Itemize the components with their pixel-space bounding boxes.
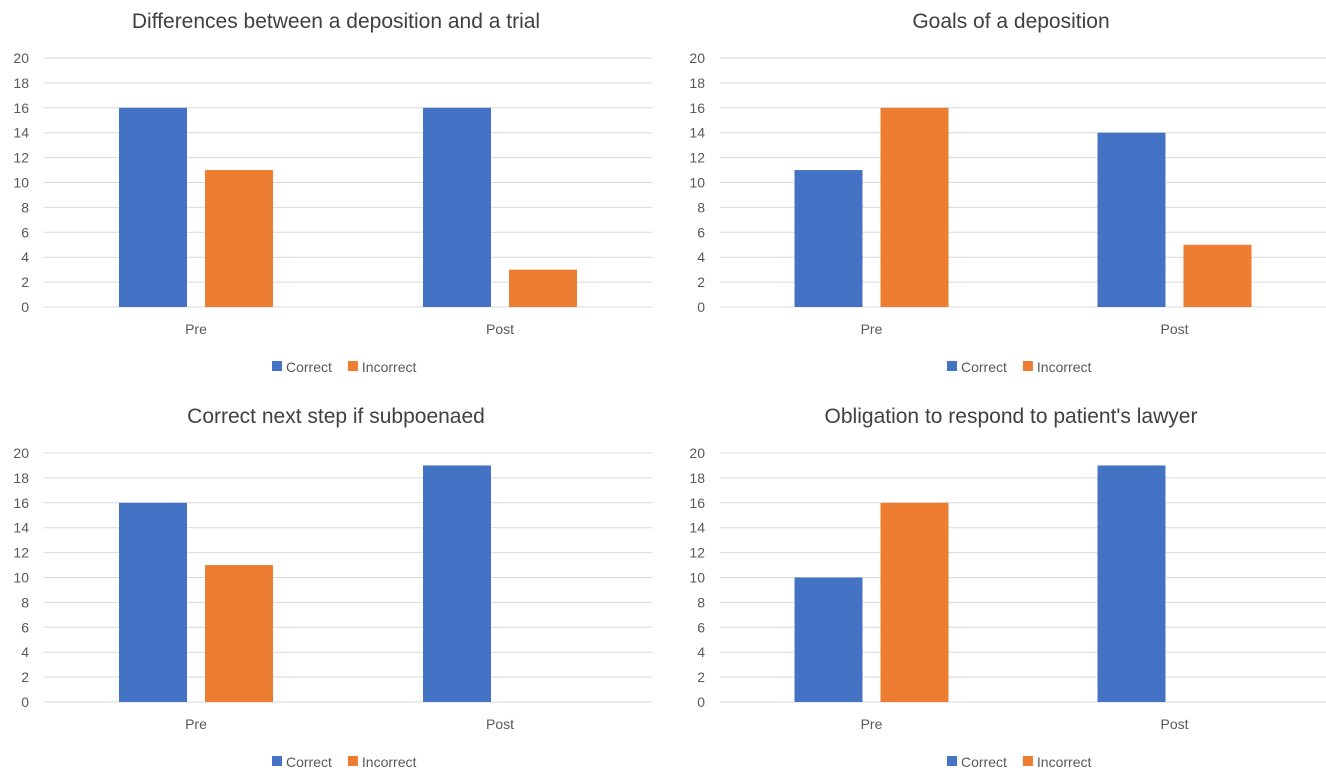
y-tick-label: 0 bbox=[21, 299, 29, 315]
legend-swatch-incorrect bbox=[1022, 361, 1033, 371]
y-tick-label: 10 bbox=[13, 570, 29, 586]
y-tick-label: 4 bbox=[697, 644, 705, 660]
x-category-label: Post bbox=[486, 716, 514, 732]
y-tick-label: 16 bbox=[13, 495, 29, 511]
x-category-label: Post bbox=[1160, 716, 1188, 732]
y-tick-label: 20 bbox=[689, 50, 705, 66]
chart-title: Correct next step if subpoenaed bbox=[187, 405, 485, 428]
bar-correct-post bbox=[1097, 132, 1166, 307]
chart-title: Goals of a deposition bbox=[912, 10, 1109, 33]
y-tick-label: 16 bbox=[13, 100, 29, 116]
y-tick-label: 14 bbox=[13, 520, 29, 536]
y-tick-label: 20 bbox=[13, 50, 29, 66]
bar-correct-pre bbox=[119, 502, 187, 702]
legend-swatch-correct bbox=[272, 361, 282, 371]
y-tick-label: 10 bbox=[689, 175, 705, 191]
chart-panel-4: Obligation to respond to patient's lawye… bbox=[689, 405, 1326, 770]
y-tick-label: 18 bbox=[689, 470, 705, 486]
x-category-label: Pre bbox=[185, 716, 207, 732]
bar-incorrect-post bbox=[1183, 244, 1252, 307]
y-tick-label: 8 bbox=[697, 594, 705, 610]
y-tick-label: 6 bbox=[697, 224, 705, 240]
y-tick-label: 12 bbox=[13, 545, 29, 561]
legend-label-correct: Correct bbox=[286, 754, 332, 770]
bar-correct-pre bbox=[119, 107, 187, 307]
y-tick-label: 2 bbox=[697, 669, 705, 685]
legend-label-correct: Correct bbox=[961, 359, 1007, 375]
x-category-label: Pre bbox=[861, 716, 883, 732]
y-tick-label: 14 bbox=[13, 125, 29, 141]
y-tick-label: 18 bbox=[13, 75, 29, 91]
legend-swatch-incorrect bbox=[1022, 756, 1033, 766]
legend-swatch-correct bbox=[272, 756, 282, 766]
legend-label-incorrect: Incorrect bbox=[362, 359, 417, 375]
bar-incorrect-post bbox=[509, 269, 577, 307]
y-tick-label: 8 bbox=[21, 199, 29, 215]
chart-panel-2: Goals of a deposition 0 2 4 6 8 10 12 14 16 18 20 Pr… bbox=[689, 10, 1326, 375]
legend-label-correct: Correct bbox=[286, 359, 332, 375]
y-tick-label: 2 bbox=[21, 669, 29, 685]
legend-label-incorrect: Incorrect bbox=[362, 754, 417, 770]
y-tick-label: 20 bbox=[13, 445, 29, 461]
y-tick-label: 0 bbox=[697, 299, 705, 315]
x-category-label: Post bbox=[486, 321, 514, 337]
y-tick-label: 16 bbox=[689, 495, 705, 511]
y-tick-label: 12 bbox=[689, 545, 705, 561]
y-tick-label: 12 bbox=[13, 150, 29, 166]
y-tick-label: 10 bbox=[13, 175, 29, 191]
legend-swatch-correct bbox=[947, 756, 957, 766]
chart-title: Obligation to respond to patient's lawye… bbox=[825, 405, 1198, 428]
legend-label-incorrect: Incorrect bbox=[1037, 359, 1092, 375]
y-tick-label: 18 bbox=[13, 470, 29, 486]
y-tick-label: 18 bbox=[689, 75, 705, 91]
chart-panel-3: Correct next step if subpoenaed 0 2 4 6 8 10 12… bbox=[13, 405, 652, 770]
y-tick-label: 0 bbox=[21, 694, 29, 710]
bar-correct-pre bbox=[794, 170, 863, 307]
y-tick-label: 4 bbox=[21, 249, 29, 265]
y-tick-label: 10 bbox=[689, 570, 705, 586]
y-tick-label: 8 bbox=[697, 199, 705, 215]
y-tick-label: 0 bbox=[697, 694, 705, 710]
y-tick-label: 6 bbox=[697, 619, 705, 635]
y-tick-label: 12 bbox=[689, 150, 705, 166]
x-category-label: Post bbox=[1160, 321, 1188, 337]
y-tick-label: 8 bbox=[21, 594, 29, 610]
bar-incorrect-pre bbox=[880, 107, 949, 307]
bar-correct-pre bbox=[794, 577, 863, 702]
y-tick-label: 6 bbox=[21, 224, 29, 240]
chart-panel-1: Differences between a deposition and a t… bbox=[13, 10, 652, 375]
bar-correct-post bbox=[1097, 465, 1166, 702]
legend-swatch-incorrect bbox=[347, 361, 358, 371]
chart-title: Differences between a deposition and a t… bbox=[132, 10, 540, 33]
y-tick-label: 14 bbox=[689, 125, 705, 141]
y-tick-label: 2 bbox=[21, 274, 29, 290]
bar-incorrect-pre bbox=[205, 565, 273, 702]
legend-label-incorrect: Incorrect bbox=[1037, 754, 1092, 770]
legend-swatch-correct bbox=[947, 361, 957, 371]
bar-incorrect-pre bbox=[205, 170, 273, 307]
y-tick-label: 16 bbox=[689, 100, 705, 116]
legend-swatch-incorrect bbox=[347, 756, 358, 766]
y-tick-label: 6 bbox=[21, 619, 29, 635]
bar-incorrect-pre bbox=[880, 502, 949, 702]
y-tick-label: 4 bbox=[21, 644, 29, 660]
y-tick-label: 14 bbox=[689, 520, 705, 536]
legend-label-correct: Correct bbox=[961, 754, 1007, 770]
x-category-label: Pre bbox=[861, 321, 883, 337]
x-category-label: Pre bbox=[185, 321, 207, 337]
bar-correct-post bbox=[423, 465, 491, 702]
bar-correct-post bbox=[423, 107, 491, 307]
y-tick-label: 4 bbox=[697, 249, 705, 265]
y-tick-label: 2 bbox=[697, 274, 705, 290]
y-tick-label: 20 bbox=[689, 445, 705, 461]
